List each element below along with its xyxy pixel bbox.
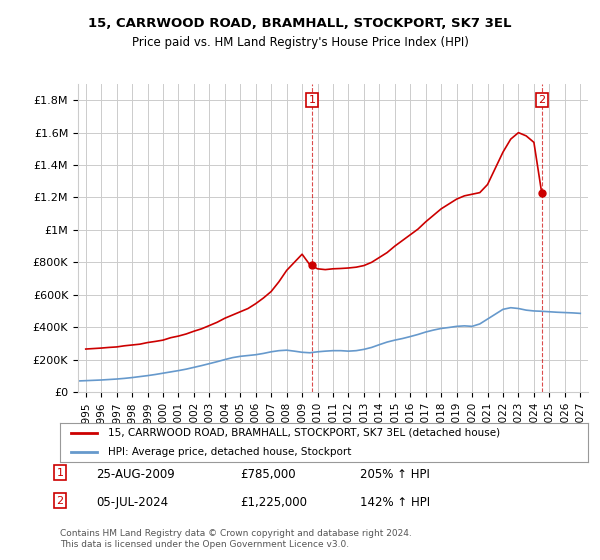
Text: 205% ↑ HPI: 205% ↑ HPI <box>360 468 430 480</box>
Text: 15, CARRWOOD ROAD, BRAMHALL, STOCKPORT, SK7 3EL (detached house): 15, CARRWOOD ROAD, BRAMHALL, STOCKPORT, … <box>107 428 500 437</box>
Text: £1,225,000: £1,225,000 <box>240 496 307 508</box>
Text: 2: 2 <box>538 95 545 105</box>
Text: £785,000: £785,000 <box>240 468 296 480</box>
Text: HPI: Average price, detached house, Stockport: HPI: Average price, detached house, Stoc… <box>107 447 351 457</box>
Text: 2: 2 <box>56 496 64 506</box>
Text: 1: 1 <box>56 468 64 478</box>
Text: Contains HM Land Registry data © Crown copyright and database right 2024.
This d: Contains HM Land Registry data © Crown c… <box>60 529 412 549</box>
Text: Price paid vs. HM Land Registry's House Price Index (HPI): Price paid vs. HM Land Registry's House … <box>131 36 469 49</box>
Text: 142% ↑ HPI: 142% ↑ HPI <box>360 496 430 508</box>
Text: 1: 1 <box>308 95 316 105</box>
Text: 15, CARRWOOD ROAD, BRAMHALL, STOCKPORT, SK7 3EL: 15, CARRWOOD ROAD, BRAMHALL, STOCKPORT, … <box>88 17 512 30</box>
Text: 05-JUL-2024: 05-JUL-2024 <box>96 496 168 508</box>
Text: 25-AUG-2009: 25-AUG-2009 <box>96 468 175 480</box>
